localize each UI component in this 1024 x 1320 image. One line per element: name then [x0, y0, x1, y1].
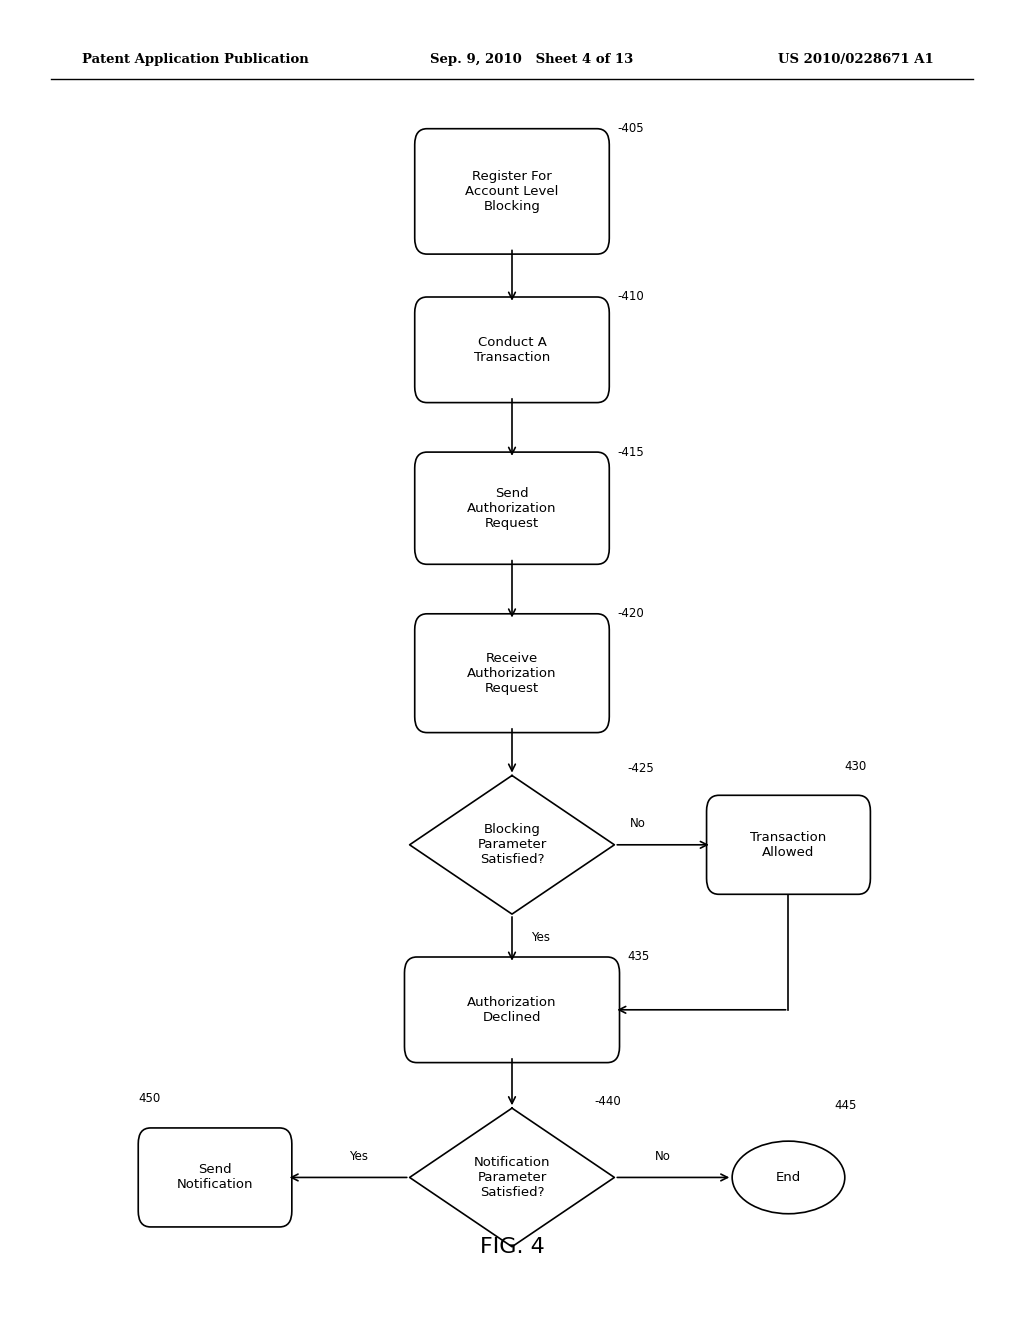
- Text: Patent Application Publication: Patent Application Publication: [82, 53, 308, 66]
- FancyBboxPatch shape: [415, 614, 609, 733]
- FancyBboxPatch shape: [404, 957, 620, 1063]
- Text: Send
Authorization
Request: Send Authorization Request: [467, 487, 557, 529]
- Text: Notification
Parameter
Satisfied?: Notification Parameter Satisfied?: [474, 1156, 550, 1199]
- Text: No: No: [630, 817, 645, 830]
- Text: Authorization
Declined: Authorization Declined: [467, 995, 557, 1024]
- Text: 435: 435: [628, 950, 650, 964]
- Polygon shape: [410, 776, 614, 913]
- Text: US 2010/0228671 A1: US 2010/0228671 A1: [778, 53, 934, 66]
- Polygon shape: [410, 1109, 614, 1246]
- Text: Register For
Account Level
Blocking: Register For Account Level Blocking: [465, 170, 559, 213]
- Text: Yes: Yes: [349, 1150, 368, 1163]
- Text: Transaction
Allowed: Transaction Allowed: [751, 830, 826, 859]
- FancyBboxPatch shape: [415, 451, 609, 565]
- Text: -440: -440: [594, 1096, 621, 1107]
- Text: Send
Notification: Send Notification: [177, 1163, 253, 1192]
- Text: Yes: Yes: [531, 932, 550, 944]
- FancyBboxPatch shape: [415, 129, 609, 253]
- Text: FIG. 4: FIG. 4: [479, 1237, 545, 1258]
- FancyBboxPatch shape: [415, 297, 609, 403]
- Text: End: End: [776, 1171, 801, 1184]
- Text: 445: 445: [835, 1100, 857, 1111]
- Text: -410: -410: [617, 290, 644, 304]
- Text: Sep. 9, 2010   Sheet 4 of 13: Sep. 9, 2010 Sheet 4 of 13: [430, 53, 633, 66]
- Text: -425: -425: [628, 763, 654, 775]
- Text: No: No: [655, 1150, 671, 1163]
- Text: -420: -420: [617, 607, 644, 620]
- FancyBboxPatch shape: [138, 1127, 292, 1228]
- Text: -415: -415: [617, 446, 644, 458]
- Text: Conduct A
Transaction: Conduct A Transaction: [474, 335, 550, 364]
- Ellipse shape: [732, 1140, 845, 1214]
- Text: 430: 430: [845, 760, 867, 774]
- Text: 450: 450: [138, 1093, 161, 1106]
- FancyBboxPatch shape: [707, 795, 870, 895]
- Text: Receive
Authorization
Request: Receive Authorization Request: [467, 652, 557, 694]
- Text: Blocking
Parameter
Satisfied?: Blocking Parameter Satisfied?: [477, 824, 547, 866]
- Text: -405: -405: [617, 123, 644, 135]
